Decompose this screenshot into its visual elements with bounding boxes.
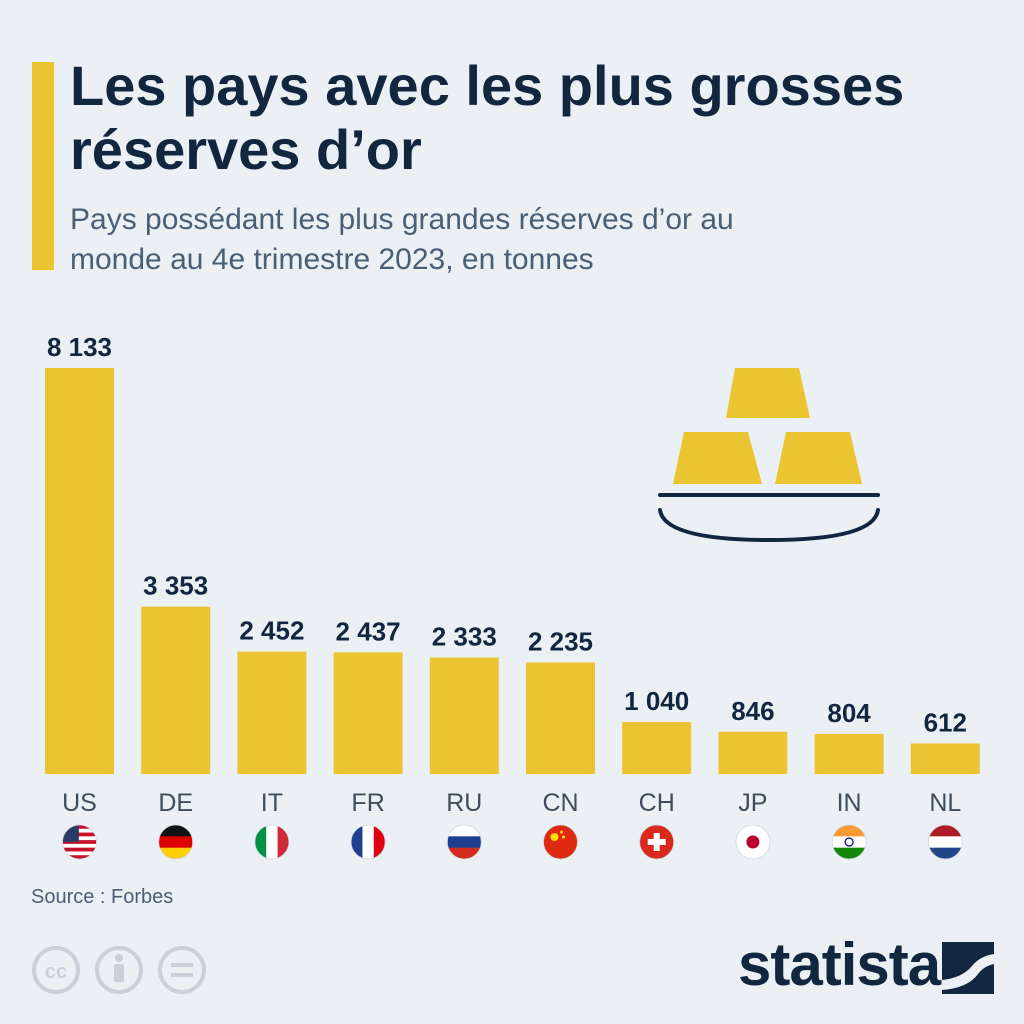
category-label: NL (929, 789, 961, 817)
jp-flag-icon (735, 824, 771, 860)
bar-ch (622, 722, 692, 774)
category-label: US (62, 789, 97, 817)
license-icons: cc (32, 946, 206, 994)
bar-value-label: 2 437 (336, 616, 401, 646)
bar-de (141, 606, 211, 774)
bar-nl (910, 743, 980, 774)
chart-subtitle: Pays possédant les plus grandes réserves… (70, 203, 734, 276)
bar-it (237, 651, 307, 774)
category-label: IN (837, 789, 862, 817)
category-label: IT (261, 789, 283, 817)
no-derivatives-icon (158, 946, 206, 994)
cc-icon: cc (32, 946, 80, 994)
cn-flag-icon (543, 824, 578, 860)
bar-fr (333, 652, 403, 774)
statista-logo-mark-icon (942, 942, 994, 994)
bar-us (45, 368, 114, 774)
category-label: JP (738, 789, 767, 817)
us-flag-icon (62, 824, 97, 860)
bar-value-label: 804 (827, 698, 871, 728)
bar-value-label: 2 333 (432, 622, 497, 652)
source-note: Source : Forbes (31, 886, 174, 908)
bar-value-label: 1 040 (624, 686, 689, 716)
it-flag-icon (254, 824, 290, 860)
category-label: DE (158, 789, 193, 817)
bar-value-label: 846 (731, 696, 774, 726)
ru-flag-icon (446, 824, 482, 860)
bar-value-label: 8 133 (47, 332, 112, 362)
title-accent-bar (32, 62, 54, 270)
gold-bars-icon (658, 368, 880, 543)
ch-flag-icon (639, 824, 675, 860)
bar-value-label: 2 235 (528, 626, 593, 656)
in-flag-icon (831, 824, 867, 860)
chart-title: Les pays avec les plus grosses réserves … (70, 54, 905, 181)
bar-value-label: 3 353 (143, 571, 208, 601)
category-label: CH (639, 789, 675, 817)
svg-text:cc: cc (45, 961, 67, 983)
category-label: FR (351, 789, 384, 817)
attribution-icon (95, 946, 143, 994)
bar-chart: 8 133 US 3 353 DE 2 452 IT 2 437 FR 2 333 RU 2 235… (45, 332, 980, 860)
de-flag-icon (158, 824, 194, 860)
fr-flag-icon (350, 824, 386, 860)
bar-in (814, 733, 884, 774)
bar-ru (429, 657, 499, 774)
statista-logo: statista (738, 931, 941, 998)
bar-cn (526, 662, 595, 774)
category-label: CN (542, 789, 578, 817)
bar-value-label: 612 (924, 707, 967, 737)
bar-jp (718, 731, 788, 774)
nl-flag-icon (927, 824, 963, 860)
category-label: RU (446, 789, 482, 817)
bar-value-label: 2 452 (239, 616, 304, 646)
